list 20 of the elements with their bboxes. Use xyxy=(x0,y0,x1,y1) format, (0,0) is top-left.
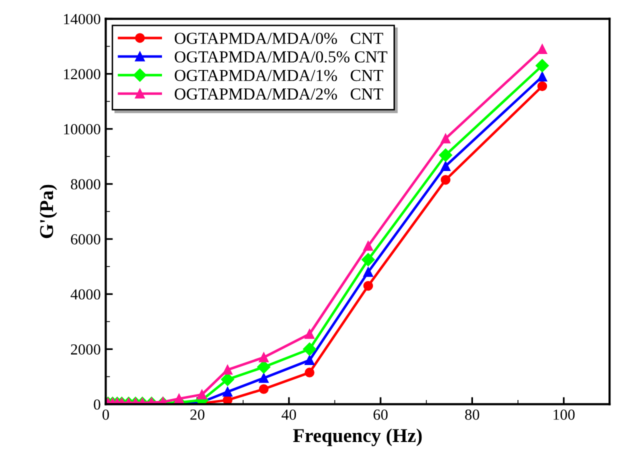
legend-label: OGTAPMDA/MDA/1% CNT xyxy=(174,70,384,82)
y-axis-title: G'(Pa) xyxy=(39,184,58,238)
legend-label: OGTAPMDA/MDA/2% CNT xyxy=(174,88,384,100)
legend-label: OGTAPMDA/MDA/0% CNT xyxy=(174,32,384,44)
legend-label: OGTAPMDA/MDA/0.5% CNT xyxy=(174,51,388,63)
x-axis-title: Frequency (Hz) xyxy=(293,428,422,446)
y-tick-label: 8000 xyxy=(70,179,100,190)
y-tick-label: 14000 xyxy=(64,14,100,24)
y-tick-label: 4000 xyxy=(70,289,100,300)
x-tick-label: 20 xyxy=(190,410,204,420)
y-tick-label: 12000 xyxy=(64,69,100,80)
x-tick-label: 40 xyxy=(282,410,296,420)
y-tick-label: 2000 xyxy=(70,344,100,355)
x-tick-label: 60 xyxy=(374,410,388,420)
y-tick-label: 0 xyxy=(94,399,100,410)
x-tick-label: 100 xyxy=(554,410,575,420)
x-tick-label: 80 xyxy=(465,410,480,420)
y-tick-label: 6000 xyxy=(70,234,100,244)
x-tick-label: 0 xyxy=(102,410,109,420)
y-tick-label: 10000 xyxy=(64,124,100,134)
